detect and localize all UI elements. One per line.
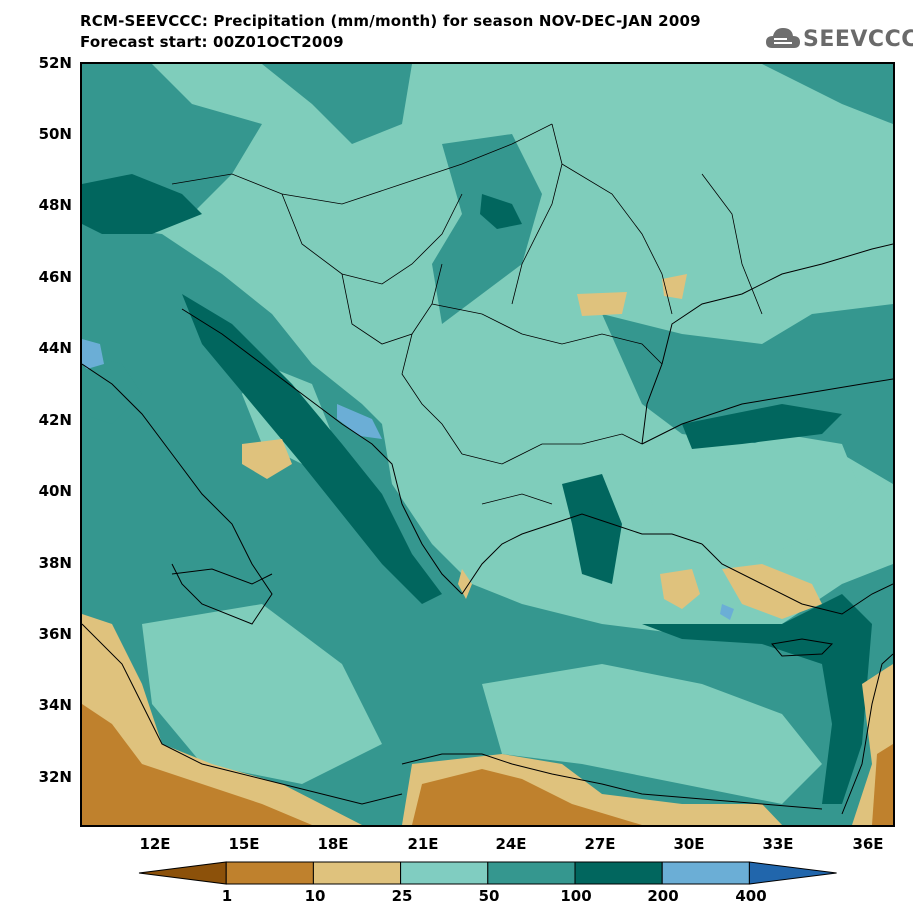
colorbar-label: 10	[304, 887, 326, 905]
lat-label: 52N	[38, 54, 72, 72]
cloud-logo-icon	[766, 28, 800, 48]
lat-label: 50N	[38, 125, 72, 143]
colorbar-label: 25	[391, 887, 413, 905]
colorbar-segments	[138, 861, 837, 885]
colorbar	[138, 861, 837, 885]
map-title: RCM-SEEVCCC: Precipitation (mm/month) fo…	[80, 12, 701, 30]
lat-label: 46N	[38, 268, 72, 286]
colorbar-segment	[574, 861, 663, 885]
lat-label: 32N	[38, 768, 72, 786]
lat-label: 40N	[38, 482, 72, 500]
colorbar-segment	[312, 861, 402, 885]
lat-label: 44N	[38, 339, 72, 357]
lon-label: 24E	[495, 835, 527, 853]
colorbar-label: 200	[647, 887, 679, 905]
colorbar-segment	[748, 861, 837, 885]
colorbar-segment	[487, 861, 576, 885]
lon-label: 36E	[852, 835, 884, 853]
band-200-400	[82, 339, 734, 620]
forecast-start-label: Forecast start: 00Z01OCT2009	[80, 33, 344, 51]
lat-label: 42N	[38, 411, 72, 429]
colorbar-segment	[400, 861, 489, 885]
lat-label: 38N	[38, 554, 72, 572]
colorbar-label: 400	[735, 887, 767, 905]
lon-label: 18E	[317, 835, 349, 853]
colorbar-label: 1	[221, 887, 233, 905]
lat-label: 36N	[38, 625, 72, 643]
map-canvas	[82, 64, 893, 825]
band-1-10	[82, 704, 893, 825]
logo-text: SEEVCCC	[803, 27, 913, 52]
lon-label: 21E	[407, 835, 439, 853]
colorbar-label: 100	[560, 887, 592, 905]
coastlines	[82, 243, 893, 815]
precipitation-map	[80, 62, 895, 827]
band-100-200	[82, 174, 872, 804]
lon-label: 15E	[228, 835, 260, 853]
colorbar-segment	[225, 861, 314, 885]
seevccc-logo: SEEVCCC	[765, 24, 913, 58]
colorbar-segment	[138, 861, 227, 885]
colorbar-label: 50	[478, 887, 500, 905]
lon-label: 27E	[584, 835, 616, 853]
lon-label: 12E	[139, 835, 171, 853]
country-borders	[171, 123, 763, 505]
colorbar-segment	[661, 861, 750, 885]
lon-label: 33E	[762, 835, 794, 853]
lat-label: 34N	[38, 696, 72, 714]
lat-label: 48N	[38, 196, 72, 214]
lon-label: 30E	[673, 835, 705, 853]
